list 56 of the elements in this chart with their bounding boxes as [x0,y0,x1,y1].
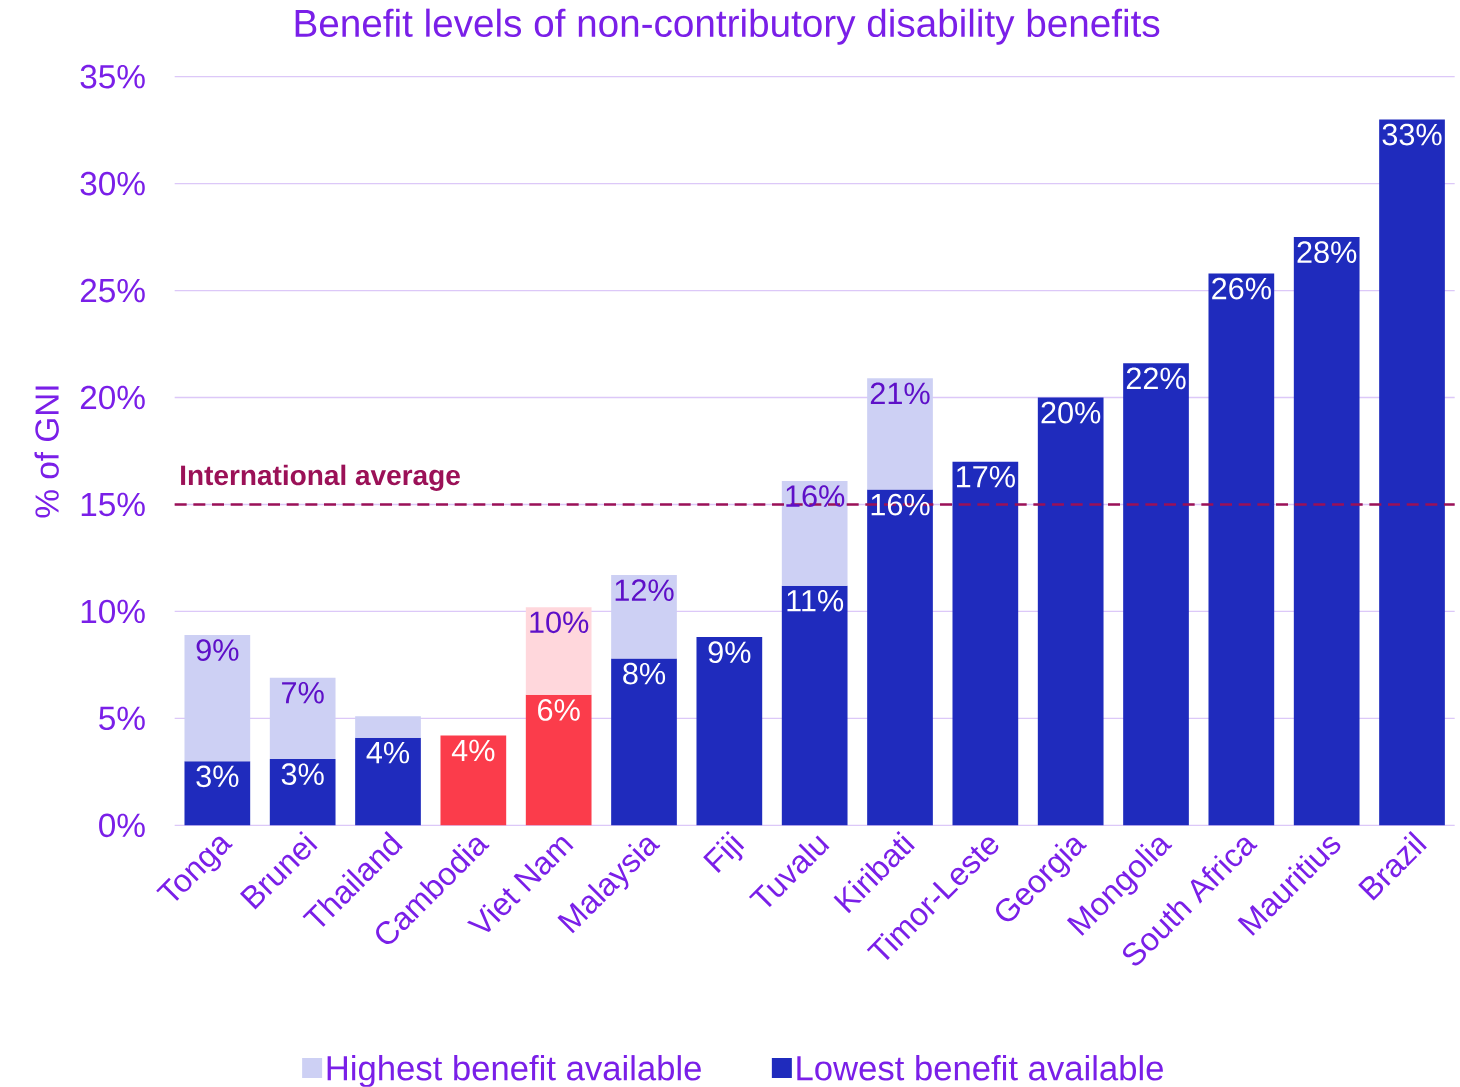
data-label: 8% [623,662,666,685]
bar [781,481,848,586]
total-label: 10% [530,611,589,634]
bar [1293,237,1360,826]
total-label: 21% [870,382,930,405]
bar [867,378,933,490]
total-label: 7% [282,682,324,704]
data-label: 3% [196,765,239,788]
bar [184,635,251,762]
data-label: 4% [451,739,495,762]
data-label: 11% [787,590,844,612]
legend-label: Highest benefit available [327,1055,701,1087]
bar [611,575,677,659]
bar [1379,119,1445,826]
data-label: 3% [281,763,324,786]
data-label: 9% [708,641,751,664]
y-tick-label: 0% [99,813,145,838]
bar [269,677,336,760]
bar [952,461,1019,826]
y-tick-label: 25% [80,278,145,303]
bar [525,695,592,826]
data-label: 33% [1382,123,1442,146]
x-tick-label: Fiji [703,831,745,874]
y-tick-label: 30% [80,171,145,196]
data-label: 26% [1212,277,1271,300]
bar [184,761,251,826]
y-tick-label: 15% [81,492,145,517]
legend-label: Lowest benefit available [797,1055,1163,1081]
bar [355,737,421,826]
total-label: 12% [615,579,674,602]
bar [440,735,507,826]
bar [611,658,677,826]
chart-title: Benefit levels of non-contributory disability benefits [295,8,1160,45]
bar [269,759,336,826]
bar [696,637,763,826]
bar [355,716,421,738]
bar [1123,363,1189,826]
bar [781,585,848,826]
total-label: 9% [196,639,239,662]
data-label: 4% [366,742,410,764]
bar [1208,273,1275,826]
ref-line-label: International average [181,464,460,492]
data-label: 28% [1297,241,1357,264]
y-axis-title: % of GNI [34,386,59,518]
data-label: 17% [957,466,1015,488]
total-label: 16% [786,485,845,508]
data-label: 20% [1041,401,1101,424]
y-tick-label: 20% [80,385,145,410]
bar [525,607,592,696]
data-label: 22% [1126,367,1186,390]
y-tick-label: 5% [99,706,145,731]
data-label: 6% [538,699,580,721]
y-tick-label: 35% [80,65,145,89]
bar [1037,397,1104,826]
y-tick-label: 10% [81,599,145,624]
bar [867,489,933,826]
